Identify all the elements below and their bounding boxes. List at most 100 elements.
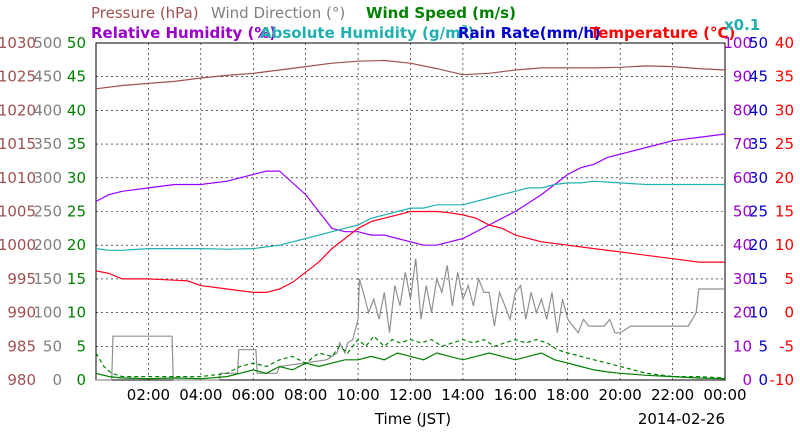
series-wind-speed	[95, 335, 726, 379]
tick-pressure: 1025	[0, 68, 36, 86]
tick-wind-direction: 100	[33, 304, 62, 322]
tick-wind-speed: 30	[67, 169, 86, 187]
tick-temperature: 10	[775, 236, 794, 254]
tick-wind-direction: 0	[52, 371, 62, 389]
pressure-title: Pressure (hPa)	[91, 4, 199, 22]
absolute-humidity-title: Absolute Humidity (g/m3)	[260, 24, 475, 42]
tick-pressure: 985	[7, 337, 36, 355]
tick-wind-direction: 150	[33, 270, 62, 288]
tick-wind-direction: 250	[33, 203, 62, 221]
temperature-title: Temperature (°C)	[590, 24, 735, 42]
axes: 9809859909951000100510101015102010251030…	[0, 34, 794, 404]
tick-rain-rate: 10	[749, 304, 768, 322]
rain-rate-title: Rain Rate(mm/h)	[458, 24, 601, 42]
tick-wind-speed: 5	[76, 337, 86, 355]
absolute-humidity-title-text: Absolute Humidity (g/m	[260, 24, 461, 42]
tick-relative-humidity: 20	[733, 304, 752, 322]
tick-relative-humidity: 50	[733, 203, 752, 221]
tick-relative-humidity: 80	[733, 101, 752, 119]
tick-wind-speed: 45	[67, 68, 86, 86]
x-tick-label: 06:00	[232, 386, 275, 404]
tick-wind-speed: 0	[76, 371, 86, 389]
tick-temperature: 20	[775, 169, 794, 187]
tick-relative-humidity: 70	[733, 135, 752, 153]
tick-rain-rate: 35	[749, 135, 768, 153]
tick-pressure: 1000	[0, 236, 36, 254]
x-tick-label: 02:00	[127, 386, 170, 404]
tick-rain-rate: 40	[749, 101, 768, 119]
tick-pressure: 990	[7, 304, 36, 322]
series-pressure	[95, 59, 726, 90]
tick-rain-rate: 15	[749, 270, 768, 288]
x-tick-label: 22:00	[651, 386, 694, 404]
tick-wind-speed: 40	[67, 101, 86, 119]
tick-pressure: 1030	[0, 34, 36, 52]
tick-rain-rate: 20	[749, 236, 768, 254]
tick-relative-humidity: 90	[733, 68, 752, 86]
date-label: 2014-02-26	[638, 410, 725, 428]
absolute-humidity-exponent: 3	[461, 24, 468, 35]
tick-temperature: -10	[770, 371, 795, 389]
tick-rain-rate: 25	[749, 203, 768, 221]
tick-temperature: 15	[775, 203, 794, 221]
tick-pressure: 1005	[0, 203, 36, 221]
tick-pressure: 1015	[0, 135, 36, 153]
x-axis-label: Time (JST)	[374, 410, 451, 428]
tick-temperature: 35	[775, 68, 794, 86]
tick-rain-rate: 0	[758, 371, 768, 389]
x-tick-label: 08:00	[284, 386, 327, 404]
series-temperature	[95, 210, 725, 293]
relative-humidity-title: Relative Humidity (%)	[91, 24, 276, 42]
tick-temperature: 25	[775, 135, 794, 153]
tick-wind-direction: 300	[33, 169, 62, 187]
tick-pressure: 980	[7, 371, 36, 389]
series-wind-speed	[95, 352, 726, 380]
series-wind-direction	[96, 258, 725, 381]
tick-wind-speed: 10	[67, 304, 86, 322]
tick-wind-speed: 50	[67, 34, 86, 52]
x-tick-label: 20:00	[599, 386, 642, 404]
tick-wind-speed: 25	[67, 203, 86, 221]
tick-relative-humidity: 100	[723, 34, 752, 52]
tick-temperature: 5	[784, 270, 794, 288]
series-relative-humidity	[95, 133, 726, 246]
x-tick-label: 04:00	[179, 386, 222, 404]
plot-area	[95, 42, 726, 381]
x-tick-label: 14:00	[441, 386, 484, 404]
tick-rain-rate: 5	[758, 337, 768, 355]
tick-wind-speed: 20	[67, 236, 86, 254]
tick-rain-rate: 30	[749, 169, 768, 187]
tick-wind-speed: 15	[67, 270, 86, 288]
absolute-humidity-close: )	[468, 24, 475, 42]
tick-temperature: 40	[775, 34, 794, 52]
tick-relative-humidity: 10	[733, 337, 752, 355]
tick-relative-humidity: 0	[742, 371, 752, 389]
wind-speed-title: Wind Speed (m/s)	[366, 4, 516, 22]
scale-note: x0.1	[724, 16, 760, 34]
tick-rain-rate: 50	[749, 34, 768, 52]
tick-relative-humidity: 30	[733, 270, 752, 288]
tick-wind-direction: 400	[33, 101, 62, 119]
x-tick-label: 00:00	[703, 386, 746, 404]
tick-rain-rate: 45	[749, 68, 768, 86]
tick-relative-humidity: 60	[733, 169, 752, 187]
tick-temperature: 0	[784, 304, 794, 322]
plot-frame	[95, 42, 726, 381]
tick-relative-humidity: 40	[733, 236, 752, 254]
x-tick-label: 16:00	[494, 386, 537, 404]
x-tick-label: 10:00	[336, 386, 379, 404]
tick-wind-speed: 35	[67, 135, 86, 153]
wind-direction-title: Wind Direction (°)	[211, 4, 345, 22]
series-absolute-humidity	[95, 180, 725, 251]
tick-wind-direction: 200	[33, 236, 62, 254]
tick-wind-direction: 50	[43, 337, 62, 355]
tick-pressure: 1020	[0, 101, 36, 119]
tick-temperature: 30	[775, 101, 794, 119]
x-tick-label: 18:00	[546, 386, 589, 404]
tick-wind-direction: 350	[33, 135, 62, 153]
tick-temperature: -5	[779, 337, 794, 355]
tick-wind-direction: 500	[33, 34, 62, 52]
tick-pressure: 995	[7, 270, 36, 288]
tick-pressure: 1010	[0, 169, 36, 187]
